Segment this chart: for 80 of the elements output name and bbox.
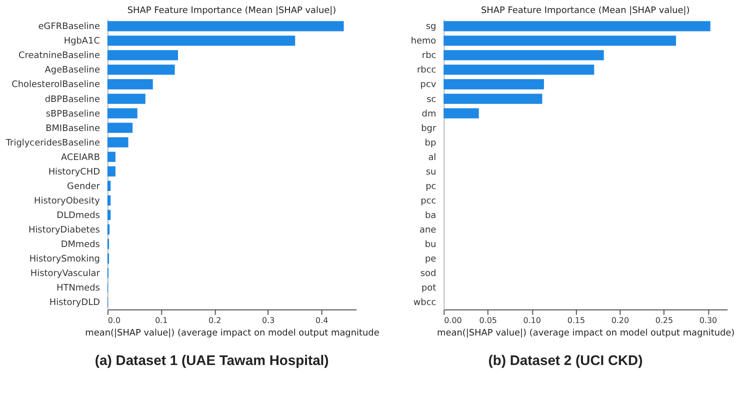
y-tick-label: rbcc: [416, 66, 436, 76]
bar: [107, 79, 153, 90]
bar: [444, 21, 710, 32]
x-tick-label: 0.3: [262, 316, 275, 325]
y-tick-label: HistorySmoking: [29, 254, 100, 264]
bar: [107, 166, 116, 176]
x-tick-label: 0.2: [208, 316, 222, 325]
y-tick-label: al: [428, 152, 436, 163]
chart-title: SHAP Feature Importance (Mean |SHAP value|): [127, 6, 336, 16]
y-tick-label: AgeBaseline: [44, 66, 100, 76]
bar: [107, 224, 110, 235]
y-tick-label: eGFRBaseline: [38, 22, 100, 32]
bar: [107, 36, 296, 46]
x-tick-label: 0.30: [699, 316, 718, 325]
bar: [107, 180, 111, 191]
y-tick-label: Gender: [67, 182, 100, 192]
bar: [444, 50, 604, 60]
bar: [107, 195, 111, 206]
y-tick-label: dBPBaseline: [44, 94, 100, 105]
y-tick-label: ane: [420, 225, 437, 236]
bar: [107, 21, 344, 32]
y-tick-label: HistoryVascular: [30, 269, 100, 280]
x-tick-label: 0.15: [567, 316, 586, 325]
bar: [444, 79, 544, 90]
bar: [444, 94, 542, 104]
y-tick-label: DLDmeds: [56, 210, 100, 221]
y-tick-label: ba: [425, 210, 436, 221]
bar: [107, 210, 111, 220]
y-tick-label: bp: [424, 138, 436, 148]
y-tick-label: pot: [422, 284, 437, 294]
y-tick-label: HistoryCHD: [48, 167, 100, 178]
y-tick-label: CreatnineBaseline: [18, 51, 100, 62]
y-tick-label: BMIBaseline: [46, 124, 100, 134]
bar: [107, 50, 178, 60]
y-tick-label: bgr: [421, 124, 436, 134]
y-tick-label: HTNmeds: [56, 284, 100, 294]
y-tick-label: HgbA1C: [64, 36, 100, 47]
y-tick-label: TriglyceridesBaseline: [4, 138, 100, 148]
chart-title: SHAP Feature Importance (Mean |SHAP value|): [480, 6, 690, 16]
y-tick-label: hemo: [410, 36, 436, 47]
x-axis-title: mean(|SHAP value|) (average impact on model output magnitude): [437, 328, 735, 339]
y-tick-label: DMmeds: [60, 240, 100, 250]
bar: [444, 108, 479, 118]
y-tick-label: HistoryObesity: [34, 196, 101, 206]
y-tick-label: HistoryDiabetes: [28, 225, 100, 236]
x-tick-label: 0.10: [523, 316, 541, 325]
y-tick-label: HistoryDLD: [49, 298, 100, 308]
y-tick-label: pcc: [420, 196, 436, 206]
y-tick-label: CholesterolBaseline: [12, 80, 100, 90]
bar: [444, 36, 676, 46]
x-tick-label: 0.20: [611, 316, 630, 325]
text: (a) Dataset 1 (UAE Tawam Hospital): [94, 352, 329, 368]
y-tick-label: pc: [426, 182, 436, 192]
bar: [107, 108, 138, 118]
x-tick-label: 0.4: [316, 316, 328, 325]
y-tick-label: sBPBaseline: [46, 109, 100, 120]
bar: [107, 152, 116, 162]
y-tick-label: sc: [426, 94, 436, 105]
x-tick-label: 0.1: [155, 316, 168, 325]
y-tick-label: wbcc: [413, 298, 436, 308]
x-tick-label: 0.00: [444, 316, 462, 325]
x-tick-label: 0.25: [655, 316, 674, 325]
y-tick-label: sod: [420, 269, 436, 280]
x-axis-title: mean(|SHAP value|) (average impact on model output magnitude: [85, 328, 380, 339]
x-tick-label: 0.0: [108, 316, 121, 325]
y-tick-label: pcv: [420, 80, 437, 90]
y-tick-label: dm: [422, 109, 436, 120]
x-tick-label: 0.05: [479, 316, 497, 325]
y-tick-label: pe: [424, 254, 437, 264]
text: (b) Dataset 2 (UCI CKD): [488, 352, 643, 368]
bar: [444, 64, 594, 75]
y-tick-label: ACEIARB: [61, 152, 100, 163]
bar: [107, 64, 175, 75]
y-tick-label: bu: [424, 240, 436, 250]
bar: [107, 94, 146, 104]
y-tick-label: sg: [426, 22, 436, 32]
y-tick-label: rbc: [422, 51, 436, 62]
y-tick-label: su: [426, 167, 436, 178]
bar: [107, 137, 128, 148]
bar: [107, 122, 133, 133]
